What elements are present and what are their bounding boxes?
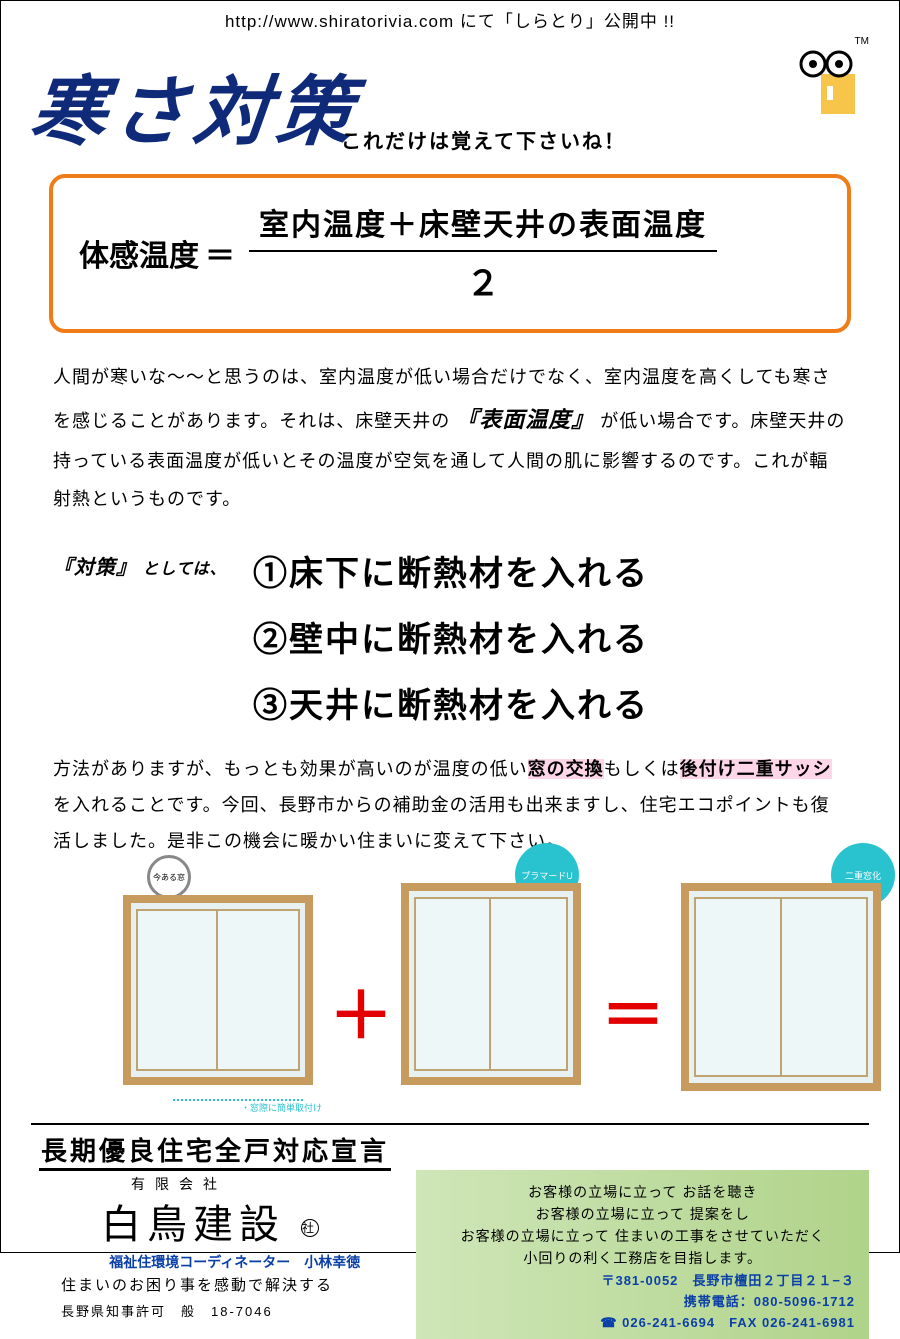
company-name: 白鳥建設 社 [101, 1192, 408, 1250]
footer-msg-4: 小回りの利く工務店を目指します。 [430, 1248, 855, 1268]
company-name-text: 白鳥建設 [101, 1202, 285, 1247]
license-line: 長野県知事許可 般 18-7046 [61, 1301, 408, 1320]
body2-hl2: 後付け二重サッシ [680, 759, 832, 779]
footer-right: お客様の立場に立って お話を聴き お客様の立場に立って 提案をし お客様の立場に… [416, 1170, 869, 1339]
body2-t1: 方法がありますが、もっとも効果が高いのが温度の低い [53, 759, 528, 779]
formula-lhs: 体感温度 [79, 231, 199, 275]
body2-t3: を入れることです。今回、長野市からの補助金の活用も出来ますし、住宅エコポイントも… [53, 795, 830, 851]
window-existing [123, 895, 313, 1085]
coordinator-line: 福祉住環境コーディネーター 小林幸徳 [61, 1252, 408, 1272]
footer-msg-2: お客様の立場に立って 提案をし [430, 1204, 855, 1224]
plus-icon: ＋ [329, 965, 393, 1057]
body-paragraph-2: 方法がありますが、もっとも効果が高いのが温度の低い窓の交換もしくは後付け二重サッ… [53, 751, 847, 859]
company-type: 有限会社 [131, 1174, 408, 1194]
formula-fraction: 室内温度＋床壁天井の表面温度 ２ [249, 200, 717, 305]
header-url: http://www.shiratorivia.com にて「しらとり」公開中 … [31, 1, 869, 32]
tagline: 住まいのお困り事を感動で解決する [61, 1274, 408, 1295]
footer-msg-3: お客様の立場に立って 住まいの工事をさせていただく [430, 1226, 855, 1246]
measures-lead: 『対策』 としては、 [53, 541, 253, 740]
measures-lead-em: 『対策』 [53, 557, 137, 579]
mascot-icon: TM [793, 46, 863, 116]
formula-eq: ＝ [205, 231, 235, 275]
tm-label: TM [855, 36, 869, 47]
dotted-note: ・窓際に簡単取付け [241, 1101, 322, 1114]
body2-t2: もしくは [604, 759, 680, 779]
page: http://www.shiratorivia.com にて「しらとり」公開中 … [0, 0, 900, 1253]
hero: 寒さ対策 これだけは覚えて下さいね！ TM [31, 50, 869, 160]
equals-icon: ＝ [601, 965, 665, 1057]
measures-lead-small: としては、 [137, 561, 227, 578]
window-result [681, 883, 881, 1091]
hero-subtitle: これだけは覚えて下さいね！ [341, 125, 626, 154]
measure-item: ②壁中に断熱材を入れる [253, 607, 847, 673]
company-maru-icon: 社 [301, 1219, 319, 1237]
footer-headline-text: 長期優良住宅全戸対応宣言 [39, 1136, 391, 1171]
measures-list: ①床下に断熱材を入れる ②壁中に断熱材を入れる ③天井に断熱材を入れる [253, 541, 847, 740]
footer-left: 有限会社 白鳥建設 社 福祉住環境コーディネーター 小林幸徳 住まいのお困り事を… [31, 1170, 416, 1339]
footer-headline: 長期優良住宅全戸対応宣言 [39, 1131, 869, 1168]
footer: 有限会社 白鳥建設 社 福祉住環境コーディネーター 小林幸徳 住まいのお困り事を… [31, 1170, 869, 1339]
measure-item: ③天井に断熱材を入れる [253, 673, 847, 739]
measure-item: ①床下に断熱材を入れる [253, 541, 847, 607]
body-paragraph-1: 人間が寒いな〜〜と思うのは、室内温度が低い場合だけでなく、室内温度を高くしても寒… [53, 359, 847, 519]
footer-address: 〒381-0052 長野市檀田２丁目２１−３ [430, 1270, 855, 1289]
footer-mobile: 携帯電話：080-5096-1712 [430, 1291, 855, 1310]
footer-msg-1: お客様の立場に立って お話を聴き [430, 1182, 855, 1202]
lens-bubble: 今ある窓 [147, 855, 191, 899]
formula-numerator: 室内温度＋床壁天井の表面温度 [249, 200, 717, 252]
footer-tel: ☎ 026-241-6694 FAX 026-241-6981 [430, 1312, 855, 1331]
formula-box: 体感温度 ＝ 室内温度＋床壁天井の表面温度 ２ [49, 174, 851, 333]
measures-block: 『対策』 としては、 ①床下に断熱材を入れる ②壁中に断熱材を入れる ③天井に断… [53, 541, 847, 740]
separator [31, 1123, 869, 1125]
body2-hl1: 窓の交換 [528, 759, 604, 779]
body1-emphasis: 『表面温度』 [456, 407, 594, 432]
window-inner [401, 883, 581, 1085]
window-diagram: 今ある窓 ・窓際に簡単取付け ＋ プラマードU ＝ 二重窓化 [53, 865, 847, 1115]
formula-denominator: ２ [249, 252, 717, 305]
